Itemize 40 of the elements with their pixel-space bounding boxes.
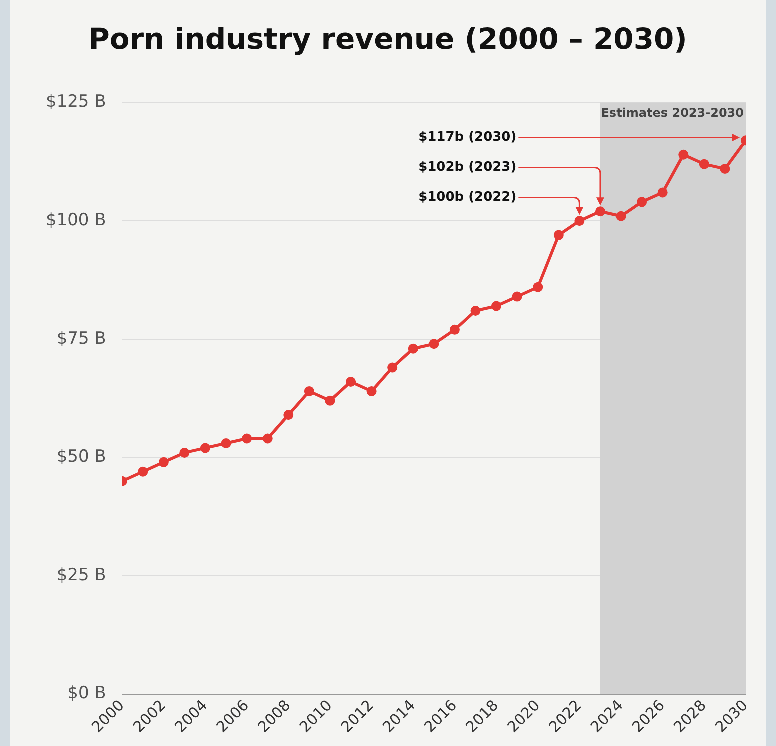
point — [554, 230, 564, 240]
point — [699, 159, 710, 170]
point — [450, 324, 460, 335]
point — [533, 282, 544, 292]
y-tick-label: $100 B — [46, 210, 106, 231]
point — [284, 410, 294, 420]
y-tick-label: $0 B — [68, 684, 106, 704]
point — [616, 211, 626, 222]
point — [158, 457, 169, 468]
point — [658, 188, 668, 198]
point — [678, 150, 689, 160]
point — [492, 301, 502, 312]
point — [200, 443, 210, 454]
point — [304, 386, 314, 396]
y-tick-label: $50 B — [56, 447, 106, 468]
y-tick-label: $25 B — [56, 565, 106, 586]
point — [512, 292, 522, 302]
point — [262, 434, 273, 444]
point — [180, 448, 190, 458]
point — [366, 386, 377, 396]
y-tick-label: $125 B — [46, 92, 106, 112]
point — [429, 339, 440, 350]
point — [720, 164, 730, 174]
y-tick-label: $75 B — [56, 328, 106, 349]
annotation: $117b (2030) — [418, 130, 517, 146]
point — [637, 197, 648, 208]
point — [408, 344, 418, 354]
point — [346, 376, 356, 387]
point — [574, 216, 585, 226]
point — [138, 466, 148, 477]
point — [388, 362, 398, 373]
point — [242, 434, 252, 444]
point — [470, 306, 481, 316]
point — [595, 206, 606, 217]
point — [325, 396, 336, 406]
band-label: Estimates 2023-2030 — [601, 106, 744, 120]
annotation: $102b (2023) — [418, 160, 517, 176]
chart-title: Porn industry revenue (2000 – 2030) — [88, 22, 688, 56]
point — [221, 438, 232, 448]
annotation: $100b (2022) — [418, 190, 517, 206]
